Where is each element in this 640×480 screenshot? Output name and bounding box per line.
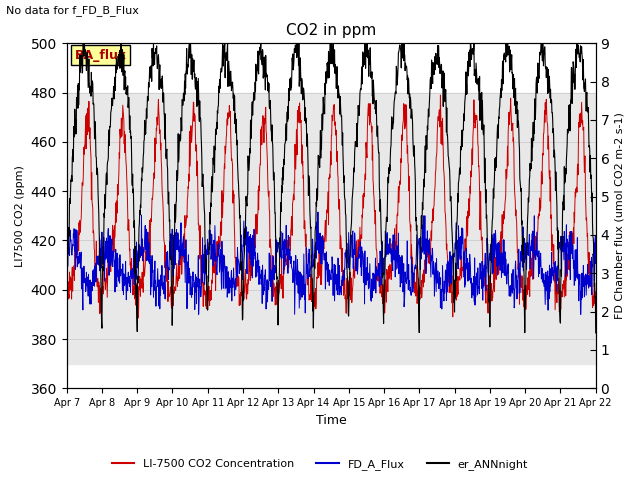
Legend: LI-7500 CO2 Concentration, FD_A_Flux, er_ANNnight: LI-7500 CO2 Concentration, FD_A_Flux, er… (108, 455, 532, 474)
Text: BA_flux: BA_flux (75, 49, 127, 62)
X-axis label: Time: Time (316, 414, 346, 427)
Title: CO2 in ppm: CO2 in ppm (286, 23, 376, 38)
Bar (67, 93, 596, 364)
Y-axis label: FD Chamber flux (umol CO2 m-2 s-1): FD Chamber flux (umol CO2 m-2 s-1) (615, 112, 625, 319)
Y-axis label: LI7500 CO2 (ppm): LI7500 CO2 (ppm) (15, 165, 25, 267)
Text: No data for f_FD_B_Flux: No data for f_FD_B_Flux (6, 5, 140, 16)
